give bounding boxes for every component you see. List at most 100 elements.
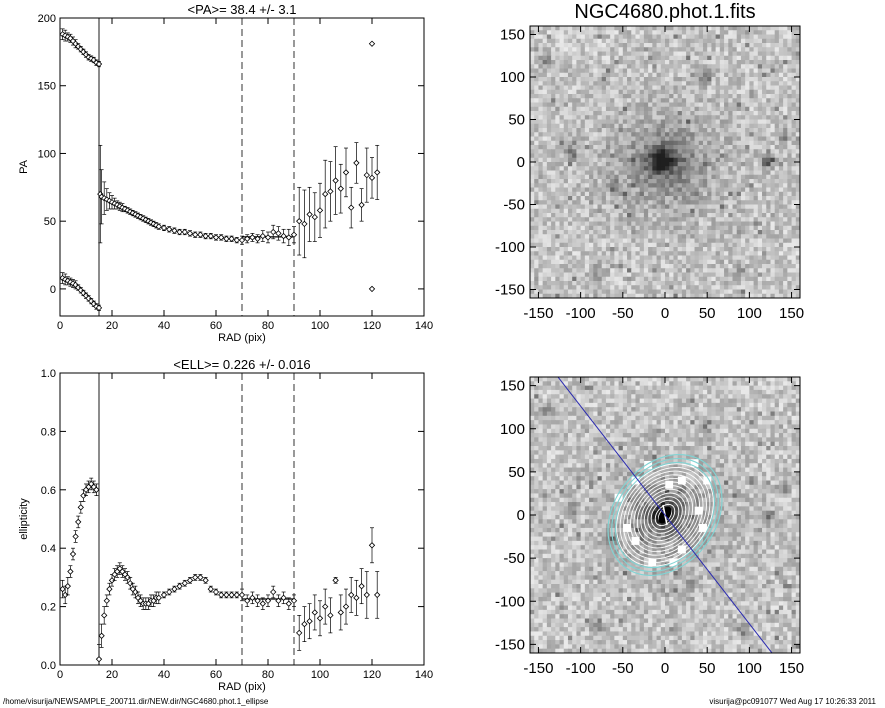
x-tick-label: 40 [158, 669, 170, 681]
image-pixel [745, 213, 750, 218]
image-pixel [783, 179, 788, 184]
image-pixel [572, 213, 578, 218]
image-pixel [770, 200, 776, 206]
image-pixel [542, 191, 548, 197]
image-pixel [715, 213, 721, 218]
image-pixel [572, 187, 578, 193]
image-pixel [605, 179, 611, 184]
image-pixel [724, 293, 729, 298]
image-pixel [791, 94, 797, 99]
image-pixel [665, 225, 670, 231]
image-pixel [618, 81, 624, 87]
image-pixel [778, 174, 784, 180]
image-pixel [559, 204, 565, 210]
image-pixel [563, 85, 569, 91]
image-pixel [551, 204, 556, 210]
image-pixel [576, 149, 582, 155]
image-pixel [719, 285, 725, 291]
image-pixel [648, 234, 653, 240]
image-pixel [774, 230, 780, 235]
image-pixel [631, 276, 637, 282]
image-pixel [542, 128, 548, 133]
image-pixel [610, 200, 615, 206]
image-pixel [567, 43, 573, 48]
image-pixel [690, 94, 696, 99]
image-pixel [538, 272, 544, 278]
image-pixel [530, 230, 535, 235]
image-pixel [597, 47, 603, 53]
image-pixel [770, 132, 776, 138]
image-pixel [749, 268, 755, 274]
image-pixel [740, 208, 746, 214]
image-pixel [690, 102, 696, 108]
image-pixel [542, 242, 548, 248]
image-pixel [787, 34, 793, 40]
image-pixel [610, 47, 615, 53]
image-pixel [530, 268, 535, 274]
image-pixel [665, 149, 670, 155]
image-pixel [572, 30, 578, 36]
image-pixel [766, 281, 772, 286]
image-pixel [787, 123, 793, 129]
image-pixel [753, 115, 759, 121]
image-pixel [652, 68, 658, 74]
image-pixel [686, 225, 691, 231]
image-pixel [711, 377, 717, 382]
image-pixel [707, 234, 713, 240]
image-pixel [762, 89, 767, 95]
image-pixel [732, 106, 738, 112]
image-pixel [753, 72, 759, 78]
image-pixel [551, 242, 556, 248]
image-pixel [724, 106, 729, 112]
image-pixel [597, 259, 603, 265]
image-pixel [787, 170, 793, 176]
image-pixel [660, 34, 666, 40]
image-pixel [787, 162, 793, 167]
image-pixel [736, 213, 742, 218]
image-pixel [542, 268, 548, 274]
image-pixel [677, 38, 683, 44]
image-pixel [576, 230, 582, 235]
image-pixel [605, 200, 611, 206]
image-pixel [542, 225, 548, 231]
image-pixel [584, 123, 590, 129]
image-pixel [702, 242, 708, 248]
image-pixel [546, 85, 552, 91]
image-pixel [762, 264, 767, 269]
image-pixel [774, 115, 780, 121]
image-pixel [707, 221, 713, 227]
image-pixel [572, 259, 578, 265]
image-pixel [740, 200, 746, 206]
image-pixel [711, 132, 717, 138]
image-pixel [631, 26, 637, 31]
data-point [254, 235, 261, 242]
image-pixel [534, 238, 540, 244]
image-pixel [724, 200, 729, 206]
image-pixel [530, 255, 535, 261]
image-pixel [631, 242, 637, 248]
image-pixel [757, 38, 763, 44]
image-pixel [614, 208, 620, 214]
image-pixel [778, 170, 784, 176]
image-pixel [690, 98, 696, 104]
image-pixel [593, 115, 599, 121]
image-pixel [686, 213, 691, 218]
image-pixel [551, 145, 556, 150]
image-pixel [534, 98, 540, 104]
image-pixel [711, 268, 717, 274]
image-pixel [778, 289, 784, 295]
image-pixel [551, 179, 556, 184]
image-pixel [618, 68, 624, 74]
image-pixel [677, 153, 683, 159]
image-pixel [601, 51, 607, 57]
image-pixel [546, 255, 552, 261]
image-pixel [542, 183, 548, 189]
image-pixel [555, 238, 561, 244]
image-pixel [728, 94, 734, 99]
image-pixel [534, 187, 540, 193]
image-pixel [770, 208, 776, 214]
image-pixel [580, 128, 586, 133]
image-pixel [774, 140, 780, 146]
image-pixel [534, 81, 540, 87]
image-pixel [631, 187, 637, 193]
